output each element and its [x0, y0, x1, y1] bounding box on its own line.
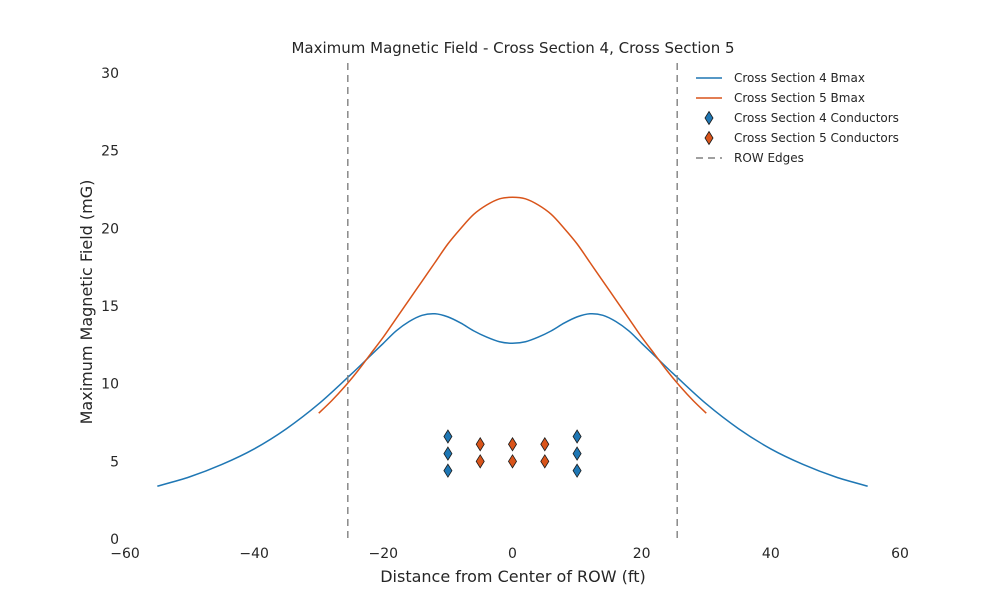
legend-label: Cross Section 4 Conductors — [734, 111, 899, 125]
y-tick-label: 5 — [110, 454, 119, 470]
plot-area — [157, 63, 868, 541]
cross-section-4-conductors-marker — [572, 463, 582, 478]
legend-swatch-cross-section-4-conductors — [704, 110, 714, 126]
legend-label: Cross Section 5 Bmax — [734, 91, 865, 105]
x-tick-label: 40 — [762, 546, 780, 562]
legend-label: Cross Section 5 Conductors — [734, 131, 899, 145]
cross-section-4-bmax-line — [157, 312, 868, 487]
x-tick-label: 0 — [508, 546, 517, 562]
x-tick-label: 20 — [633, 546, 651, 562]
y-axis-ticks: 0 5 10 15 20 25 30 — [101, 66, 119, 548]
cross-section-5-conductors-marker — [475, 454, 485, 469]
x-axis-label: Distance from Center of ROW (ft) — [380, 567, 646, 586]
y-tick-label: 25 — [101, 144, 119, 160]
x-axis-ticks: −60 −40 −20 0 20 40 60 — [110, 546, 909, 562]
y-tick-label: 10 — [101, 377, 119, 393]
legend: Cross Section 4 Bmax Cross Section 5 Bmax… — [696, 71, 899, 165]
y-axis-label: Maximum Magnetic Field (mG) — [77, 180, 96, 425]
cross-section-5-conductors-marker — [507, 436, 518, 452]
x-tick-label: −60 — [110, 546, 140, 562]
cross-section-4-conductors-marker — [572, 446, 582, 461]
cross-section-4-conductors-marker — [443, 429, 453, 444]
cross-section-4-conductors-marker — [443, 446, 453, 461]
cross-section-5-conductors-marker — [540, 454, 550, 469]
legend-label: Cross Section 4 Bmax — [734, 71, 865, 85]
x-tick-label: 60 — [891, 546, 909, 562]
cross-section-5-bmax-line — [318, 196, 707, 414]
y-tick-label: 0 — [110, 532, 119, 548]
legend-label: ROW Edges — [734, 151, 804, 165]
y-tick-label: 15 — [101, 299, 119, 315]
y-tick-label: 20 — [101, 221, 119, 237]
cross-section-5-conductors-marker — [507, 454, 518, 469]
y-tick-label: 30 — [101, 66, 119, 82]
x-tick-label: −40 — [239, 546, 269, 562]
cross-section-5-conductors-marker — [540, 436, 550, 452]
x-tick-label: −20 — [369, 546, 399, 562]
legend-swatch-cross-section-5-conductors — [704, 130, 714, 146]
cross-section-4-conductors-marker — [572, 429, 582, 444]
cross-section-5-conductors-marker — [475, 436, 485, 452]
cross-section-4-conductors-marker — [443, 463, 453, 478]
chart-title: Maximum Magnetic Field - Cross Section 4… — [291, 39, 734, 57]
